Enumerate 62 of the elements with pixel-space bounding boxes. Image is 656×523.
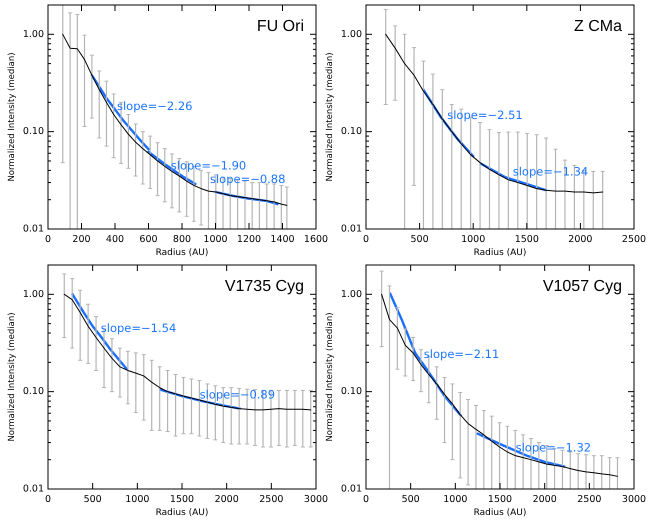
x-tick-label: 0 <box>44 234 52 245</box>
x-tick-label: 2500 <box>259 494 284 505</box>
x-tick-label: 1000 <box>461 234 486 245</box>
y-tick-label: 0.10 <box>22 386 44 398</box>
y-axis-title: Normalized Intensity (median) <box>325 312 335 442</box>
x-tick-label: 2500 <box>577 494 602 505</box>
x-tick-label: 1400 <box>270 234 295 245</box>
y-tick-label: 0.10 <box>340 126 362 138</box>
y-tick-label: 0.01 <box>340 224 362 235</box>
y-axis-title: Normalized Intensity (median) <box>7 312 17 442</box>
annotation: slope=−2.26 <box>117 98 192 113</box>
x-tick-label: 400 <box>106 234 124 245</box>
annotation: slope=−1.90 <box>170 158 246 173</box>
text: V1057 Cyg <box>542 278 622 295</box>
x-tick-label: 500 <box>84 494 102 505</box>
x-tick-label: 2500 <box>622 234 646 245</box>
x-tick-label: 200 <box>72 234 91 245</box>
annotation: slope=−0.88 <box>210 172 286 186</box>
annotation: slope=−2.11 <box>424 346 500 361</box>
x-tick-label: 800 <box>172 234 192 245</box>
y-axis-title: Normalized Intensity (median) <box>325 52 335 182</box>
x-axis-title: Radius (AU) <box>156 248 208 258</box>
x-tick-label: 3000 <box>622 494 646 505</box>
x-tick-label: 1200 <box>236 234 262 245</box>
y-tick-label: 0.01 <box>22 484 44 495</box>
y-tick-label: 1.00 <box>340 288 362 300</box>
y-tick-label: 1.00 <box>22 28 44 40</box>
x-axis-title: Radius (AU) <box>474 248 526 258</box>
text: V1735 Cyg <box>224 278 304 295</box>
annotation: slope=−1.54 <box>100 321 176 336</box>
x-tick-label: 2000 <box>532 494 557 505</box>
x-tick-label: 2000 <box>214 494 239 505</box>
x-tick-label: 600 <box>139 234 158 245</box>
x-tick-label: 1500 <box>488 494 512 505</box>
x-tick-label: 1600 <box>304 234 328 245</box>
annotation: slope=−1.32 <box>516 440 592 455</box>
x-tick-label: 0 <box>44 494 52 505</box>
x-tick-label: 1000 <box>125 494 150 505</box>
y-axis-title: Normalized Intensity (median) <box>7 52 17 182</box>
x-axis-title: Radius (AU) <box>474 508 526 518</box>
y-tick-label: 0.01 <box>340 484 362 495</box>
x-tick-label: 2000 <box>568 234 592 245</box>
annotation: slope=−0.89 <box>200 387 276 402</box>
x-tick-label: 500 <box>410 234 429 245</box>
x-tick-label: 1000 <box>203 234 228 245</box>
y-tick-label: 0.10 <box>340 386 362 398</box>
annotation: slope=−2.51 <box>447 108 523 122</box>
x-tick-label: 1000 <box>443 494 468 505</box>
x-tick-label: 3000 <box>304 494 328 505</box>
text: FU Ori <box>256 18 304 35</box>
y-tick-label: 0.01 <box>22 224 44 235</box>
y-tick-label: 1.00 <box>340 28 362 40</box>
text: Z CMa <box>574 18 622 35</box>
x-tick-label: 0 <box>362 234 370 245</box>
x-axis-title: Radius (AU) <box>156 508 208 518</box>
x-tick-label: 0 <box>362 494 370 505</box>
y-tick-label: 0.10 <box>22 126 44 138</box>
x-tick-label: 1500 <box>514 234 539 245</box>
y-tick-label: 1.00 <box>22 288 44 300</box>
annotation: slope=−1.34 <box>512 164 588 179</box>
x-tick-label: 500 <box>402 494 420 505</box>
x-tick-label: 1500 <box>170 494 194 505</box>
